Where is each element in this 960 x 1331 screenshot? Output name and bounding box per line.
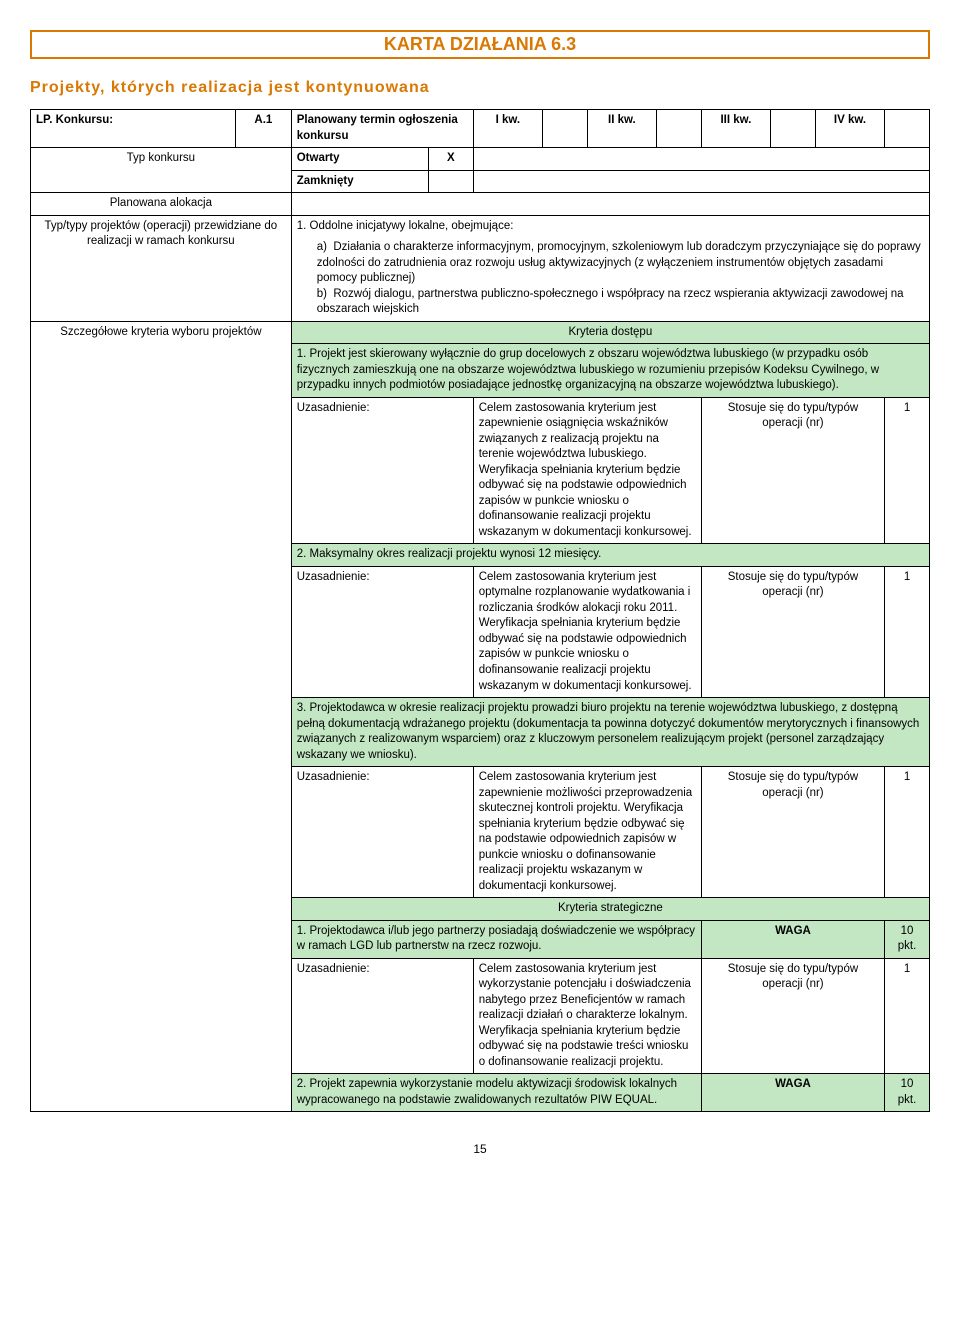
oddolne-b: b) Rozwój dialogu, partnerstwa publiczno… (317, 287, 924, 318)
otwarty-x: X (428, 148, 473, 171)
s2-text: 2. Projekt zapewnia wykorzystanie modelu… (291, 1074, 701, 1112)
stosuje1: Stosuje się do typu/typów operacji (nr) (701, 397, 884, 544)
plan-label: Planowany termin ogłoszenia konkursu (291, 110, 473, 148)
k2-text: 2. Maksymalny okres realizacji projektu … (291, 544, 929, 567)
page-number: 15 (30, 1142, 930, 1156)
uzas2-label: Uzasadnienie: (291, 566, 473, 697)
stosuje2: Stosuje się do typu/typów operacji (nr) (701, 566, 884, 697)
lp-label: LP. Konkursu: (31, 110, 236, 148)
kw4: IV kw. (815, 110, 884, 148)
stosuje-s1-val: 1 (885, 958, 930, 1074)
stosuje3: Stosuje się do typu/typów operacji (nr) (701, 767, 884, 898)
k3-text: 3. Projektodawca w okresie realizacji pr… (291, 698, 929, 767)
subtitle: Projekty, których realizacja jest kontyn… (30, 79, 930, 97)
uzas3-text: Celem zastosowania kryterium jest zapewn… (473, 767, 701, 898)
waga1-val: 10 pkt. (885, 920, 930, 958)
stosuje2-val: 1 (885, 566, 930, 697)
zamkniety-label: Zamknięty (291, 170, 428, 193)
oddolne-b-text: Rozwój dialogu, partnerstwa publiczno-sp… (317, 288, 904, 316)
main-table: LP. Konkursu: A.1 Planowany termin ogłos… (30, 109, 930, 1112)
stosuje-s1: Stosuje się do typu/typów operacji (nr) (701, 958, 884, 1074)
stosuje3-val: 1 (885, 767, 930, 898)
otwarty-rest (473, 148, 929, 171)
k1-text: 1. Projekt jest skierowany wyłącznie do … (291, 344, 929, 398)
kw1-val (542, 110, 587, 148)
waga2-val: 10 pkt. (885, 1074, 930, 1112)
kw2: II kw. (587, 110, 656, 148)
oddolne-a: a) Działania o charakterze informacyjnym… (317, 240, 924, 287)
zamkniety-rest (473, 170, 929, 193)
uzas3-label: Uzasadnienie: (291, 767, 473, 898)
oddolne-a-text: Działania o charakterze informacyjnym, p… (317, 241, 921, 284)
uzas1-label: Uzasadnienie: (291, 397, 473, 544)
typ-konkursu-label: Typ konkursu (31, 148, 292, 193)
kryteria-strategiczne-header: Kryteria strategiczne (291, 898, 929, 921)
typtypy-label: Typ/typy projektów (operacji) przewidzia… (31, 215, 292, 321)
uzas-s1-label: Uzasadnienie: (291, 958, 473, 1074)
kw4-val (885, 110, 930, 148)
kw2-val (657, 110, 702, 148)
s1-text: 1. Projektodawca i/lub jego partnerzy po… (291, 920, 701, 958)
planowana-label: Planowana alokacja (31, 193, 292, 216)
kryteria-dostepu-header: Kryteria dostępu (291, 321, 929, 344)
uzas1-text: Celem zastosowania kryterium jest zapewn… (473, 397, 701, 544)
stosuje1-val: 1 (885, 397, 930, 544)
typtypy-content: 1. Oddolne inicjatywy lokalne, obejmując… (291, 215, 929, 321)
oddolne-head: 1. Oddolne inicjatywy lokalne, obejmując… (297, 219, 924, 235)
zamkniety-x (428, 170, 473, 193)
lp-value: A.1 (236, 110, 292, 148)
uzas-s1-text: Celem zastosowania kryterium jest wykorz… (473, 958, 701, 1074)
kw1: I kw. (473, 110, 542, 148)
card-title: KARTA DZIAŁANIA 6.3 (30, 30, 930, 59)
kw3: III kw. (701, 110, 770, 148)
otwarty-label: Otwarty (291, 148, 428, 171)
waga2: WAGA (701, 1074, 884, 1112)
uzas2-text: Celem zastosowania kryterium jest optyma… (473, 566, 701, 697)
szczegolowe-label: Szczegółowe kryteria wyboru projektów (31, 321, 292, 1112)
planowana-val (291, 193, 929, 216)
kw3-val (771, 110, 816, 148)
waga1: WAGA (701, 920, 884, 958)
